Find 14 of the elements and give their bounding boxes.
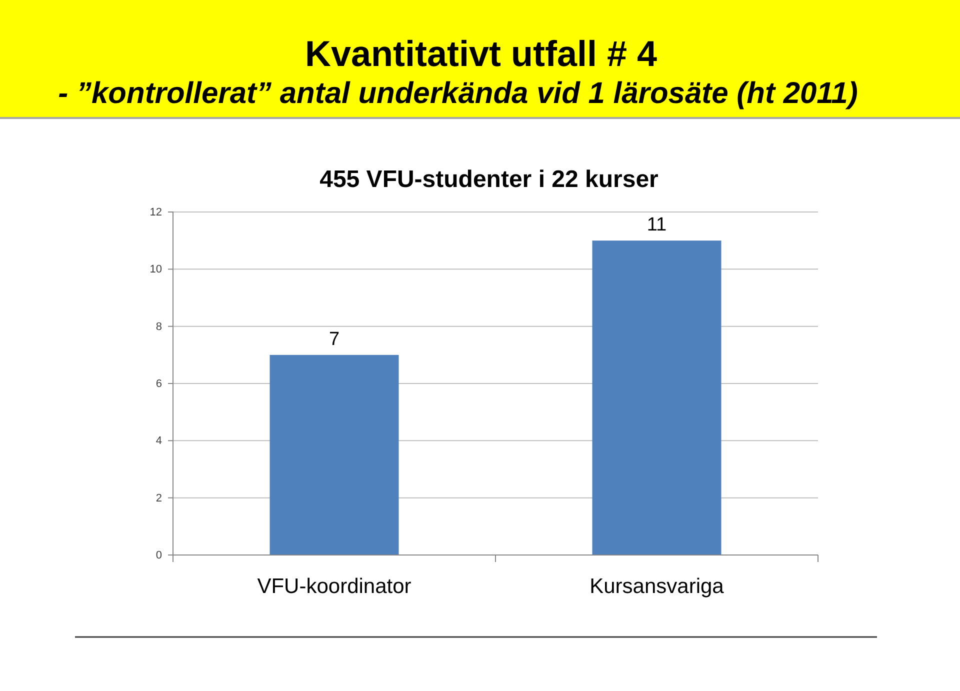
x-tick-label: VFU-koordinator	[257, 575, 412, 598]
text: 455 VFU-studenter i 22 kurser	[320, 166, 658, 193]
x-tick-label: Kursansvariga	[590, 575, 724, 598]
data-label: 11	[646, 214, 667, 236]
y-tick-label: 2	[156, 492, 162, 504]
chart-subtitle: - ”kontrollerat” antal underkända vid 1 lärosäte (ht 2011)	[58, 77, 858, 110]
data-label: 7	[328, 328, 340, 350]
y-tick-label: 8	[156, 320, 162, 333]
y-tick-label: 10	[150, 264, 162, 276]
y-tick-label: 0	[156, 550, 162, 562]
y-tick-label: 4	[156, 435, 162, 448]
chart-title: Kvantitativt utfall # 4	[304, 33, 658, 74]
y-tick-label: 6	[156, 378, 162, 390]
y-tick-label: 12	[150, 206, 162, 219]
